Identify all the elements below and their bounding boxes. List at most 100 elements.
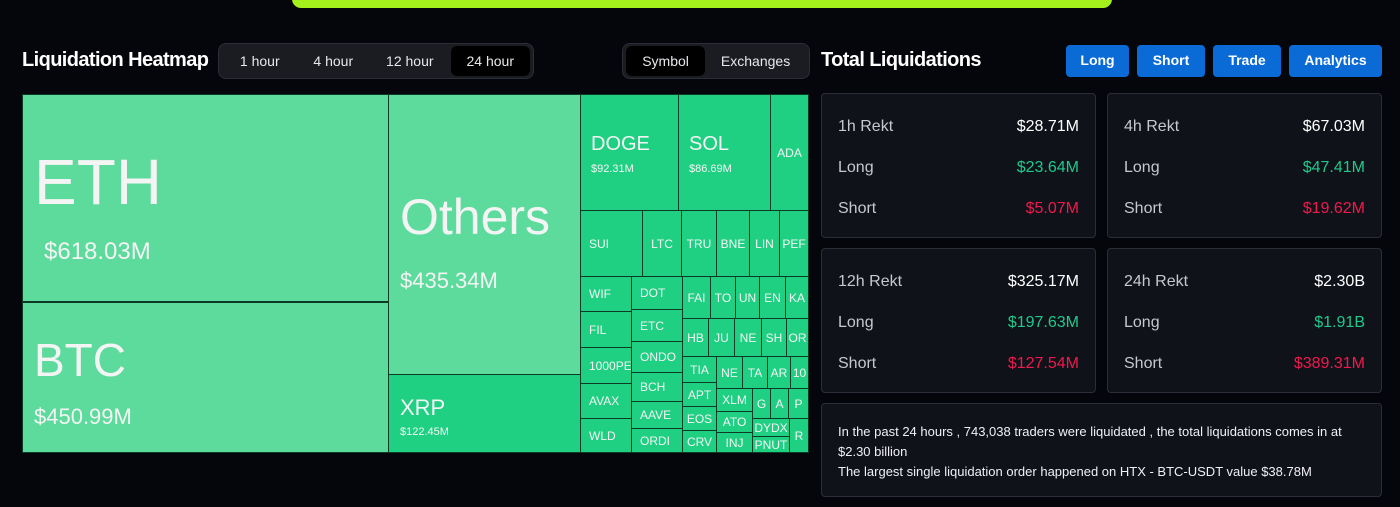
tile-aave[interactable]: AAVE [631,401,683,429]
tile-symbol: Others [400,189,551,245]
card-total: $2.30B [1314,273,1365,290]
tile-eos[interactable]: EOS [682,406,717,431]
long-value: $1.91B [1314,314,1365,331]
tile-p[interactable]: P [788,388,809,419]
tile-ka[interactable]: KA [785,276,809,319]
long-label: Long [1124,159,1160,176]
tile-avax[interactable]: AVAX [580,383,632,419]
time-range-selector: 1 hour 4 hour 12 hour 24 hour [218,43,534,79]
tile-ada[interactable]: ADA [770,94,809,211]
tile-fa[interactable]: FAI [682,276,711,319]
tile-ta[interactable]: TA [742,356,768,389]
long-label: Long [838,314,874,331]
tab-1-hour[interactable]: 1 hour [239,53,280,69]
short-label: Short [1124,355,1163,372]
tile-symbol: AAVE [640,408,672,422]
tile-symbol: EN [764,290,781,305]
liquidation-summary: In the past 24 hours , 743,038 traders w… [821,403,1382,497]
tab-symbol[interactable]: Symbol [626,46,706,76]
tab-4-hour[interactable]: 4 hour [313,53,354,69]
tile-sui[interactable]: SUI [580,210,643,277]
short-button[interactable]: Short [1137,45,1205,77]
tile-ltc[interactable]: LTC [642,210,682,277]
tile-lin[interactable]: LIN [749,210,780,277]
tile-fil[interactable]: FIL [580,311,632,348]
tile-1000pepe[interactable]: 1000PE [580,347,632,384]
tile-crv[interactable]: CRV [682,430,717,453]
tile-ondo[interactable]: ONDO [631,341,683,373]
tile-symbol: LTC [651,236,673,251]
trade-button[interactable]: Trade [1213,45,1281,77]
tile-dydx[interactable]: DYDX [752,418,790,437]
analytics-button[interactable]: Analytics [1289,45,1382,77]
tile-symbol: ETC [640,318,664,333]
tile-sol[interactable]: SOL $86.69M [678,94,771,211]
tile-bne[interactable]: BNE [716,210,750,277]
tile-hb[interactable]: HB [682,318,709,357]
card-label: 4h Rekt [1124,118,1180,135]
short-label: Short [838,200,877,217]
tile-symbol: WLD [589,428,616,443]
long-value: $197.63M [1007,314,1079,331]
tile-symbol: PEF [782,236,806,251]
tile-others[interactable]: Others $435.34M [388,94,581,375]
tile-ar[interactable]: AR [767,356,791,389]
tile-bch[interactable]: BCH [631,372,683,402]
tile-etc[interactable]: ETC [631,309,683,342]
tile-symbol: G [756,396,767,411]
tile-pe[interactable]: PEF [779,210,809,277]
tile-symbol: AVAX [589,394,620,408]
tile-symbol: ETH [34,146,162,218]
tile-symbol: BCH [640,380,666,394]
tile-xlm[interactable]: XLM [716,388,753,412]
tile-apt[interactable]: APT [682,382,717,407]
tile-un[interactable]: UN [735,276,760,319]
tile-en[interactable]: EN [759,276,786,319]
tile-or[interactable]: OR [786,318,809,357]
card-label: 1h Rekt [838,118,894,135]
tile-eth[interactable]: ETH $618.03M [22,94,389,302]
tile-symbol: SOL [689,133,730,155]
tile-btc[interactable]: BTC $450.99M [22,302,389,453]
tile-r[interactable]: R [789,418,809,453]
tile-sh[interactable]: SH [761,318,787,357]
tile-g[interactable]: G [752,388,771,419]
tile-wld[interactable]: WLD [580,418,632,453]
tile-ato[interactable]: ATO [716,411,753,433]
long-button[interactable]: Long [1066,45,1129,77]
short-value: $389.31M [1293,355,1365,372]
tile-value: $86.69M [689,163,732,175]
tile-tru[interactable]: TRU [681,210,717,277]
tile-ju[interactable]: JU [708,318,735,357]
tile-value: $435.34M [400,268,498,293]
tile-doge[interactable]: DOGE $92.31M [580,94,679,211]
tab-24-hour[interactable]: 24 hour [450,46,530,76]
tile-xrp[interactable]: XRP $122.45M [388,374,581,453]
tile-10[interactable]: 10 [790,356,809,389]
tab-exchanges[interactable]: Exchanges [720,53,791,69]
tile-to[interactable]: TO [710,276,736,319]
tile-symbol: INJ [725,435,744,450]
tile-symbol: TA [747,365,763,380]
tile-ne[interactable]: NE [734,318,762,357]
tile-wif[interactable]: WIF [580,276,632,312]
top-accent-bar [292,0,1112,8]
tile-symbol: P [794,396,803,411]
tile-symbol: SH [765,330,783,345]
tile-a[interactable]: A [770,388,789,419]
tile-inj[interactable]: INJ [716,432,753,453]
tile-symbol: APT [687,387,712,402]
tile-symbol: ORDI [640,433,670,448]
tile-symbol: FIL [589,322,607,337]
tile-tia[interactable]: TIA [682,356,717,383]
tile-ne-2[interactable]: NE [716,356,743,389]
tile-value: $618.03M [44,238,151,265]
tile-pnut[interactable]: PNUT [752,436,790,453]
tile-ordi[interactable]: ORDI [631,428,683,453]
short-label: Short [1124,200,1163,217]
tile-symbol: BNE [720,236,746,251]
tab-12-hour[interactable]: 12 hour [386,53,434,69]
tile-symbol: UN [738,290,757,305]
tile-symbol: WIF [589,287,611,301]
tile-dot[interactable]: DOT [631,276,683,310]
